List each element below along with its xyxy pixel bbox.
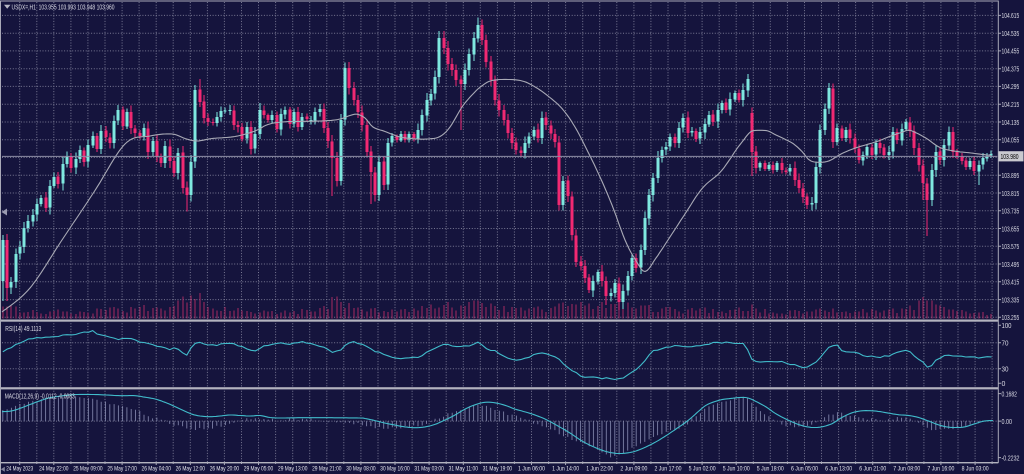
svg-text:5 Jun 10:00: 5 Jun 10:00 — [723, 466, 750, 473]
svg-text:100: 100 — [1002, 323, 1012, 330]
svg-text:31 May 11:00: 31 May 11:00 — [449, 466, 479, 473]
svg-text:103.495: 103.495 — [1002, 262, 1020, 269]
svg-text:103.335: 103.335 — [1002, 297, 1020, 304]
svg-text:31 May 19:00: 31 May 19:00 — [483, 466, 513, 473]
svg-text:USDX=,H1 103.955 103.993 103.: USDX=,H1 103.955 103.993 103.948 103.960 — [12, 5, 115, 12]
svg-text:70: 70 — [1002, 341, 1009, 348]
svg-text:RSI(14) 49.1113: RSI(14) 49.1113 — [5, 326, 41, 333]
svg-text:2 Jun 09:00: 2 Jun 09:00 — [620, 466, 647, 473]
svg-text:0.00: 0.00 — [1002, 419, 1013, 426]
svg-text:2 Jun 17:00: 2 Jun 17:00 — [655, 466, 682, 473]
svg-text:30: 30 — [1002, 367, 1009, 374]
svg-text:30 May 08:00: 30 May 08:00 — [346, 466, 376, 473]
svg-text:25 May 17:00: 25 May 17:00 — [107, 466, 137, 473]
svg-text:26 May 04:00: 26 May 04:00 — [142, 466, 172, 473]
svg-text:6 Jun 21:00: 6 Jun 21:00 — [859, 466, 886, 473]
svg-text:8 Jun 03:00: 8 Jun 03:00 — [962, 466, 989, 473]
svg-text:0: 0 — [1002, 381, 1006, 388]
svg-text:1 Jun 22:00: 1 Jun 22:00 — [586, 466, 613, 473]
svg-text:104.535: 104.535 — [1002, 31, 1020, 38]
svg-text:5 Jun 02:00: 5 Jun 02:00 — [689, 466, 716, 473]
svg-text:103.255: 103.255 — [1002, 315, 1020, 322]
svg-text:104.615: 104.615 — [1002, 13, 1020, 20]
svg-text:7 Jun 08:00: 7 Jun 08:00 — [893, 466, 920, 473]
svg-text:103.735: 103.735 — [1002, 209, 1020, 216]
svg-text:1 Jun 06:00: 1 Jun 06:00 — [518, 466, 545, 473]
svg-text:6 Jun 13:00: 6 Jun 13:00 — [825, 466, 852, 473]
svg-text:1 Jun 14:00: 1 Jun 14:00 — [552, 466, 579, 473]
svg-text:MACD(12,26,9) -0.0112 -0.0083: MACD(12,26,9) -0.0112 -0.0083 — [5, 394, 75, 401]
svg-text:24 May 2023: 24 May 2023 — [6, 466, 33, 473]
svg-text:103.415: 103.415 — [1002, 280, 1020, 287]
svg-text:104.295: 104.295 — [1002, 84, 1020, 91]
svg-text:104.055: 104.055 — [1002, 138, 1020, 145]
svg-text:104.455: 104.455 — [1002, 49, 1020, 56]
svg-text:104.135: 104.135 — [1002, 120, 1020, 127]
svg-text:104.375: 104.375 — [1002, 67, 1020, 74]
svg-text:24 May 22:00: 24 May 22:00 — [39, 466, 69, 473]
svg-text:103.655: 103.655 — [1002, 226, 1020, 233]
svg-text:26 May 20:00: 26 May 20:00 — [210, 466, 240, 473]
svg-text:31 May 03:00: 31 May 03:00 — [414, 466, 444, 473]
svg-text:104.215: 104.215 — [1002, 102, 1020, 109]
svg-text:29 May 05:00: 29 May 05:00 — [244, 466, 274, 473]
svg-text:5 Jun 18:00: 5 Jun 18:00 — [757, 466, 784, 473]
svg-text:29 May 21:00: 29 May 21:00 — [312, 466, 342, 473]
svg-text:26 May 12:00: 26 May 12:00 — [176, 466, 206, 473]
svg-text:30 May 16:00: 30 May 16:00 — [380, 466, 410, 473]
svg-text:103.575: 103.575 — [1002, 244, 1020, 251]
svg-text:29 May 13:00: 29 May 13:00 — [278, 466, 308, 473]
svg-text:0.1682: 0.1682 — [1002, 391, 1018, 398]
svg-text:7 Jun 16:00: 7 Jun 16:00 — [927, 466, 954, 473]
svg-text:103.815: 103.815 — [1002, 191, 1020, 198]
svg-text:6 Jun 05:00: 6 Jun 05:00 — [791, 466, 818, 473]
svg-text:103.895: 103.895 — [1002, 173, 1020, 180]
svg-text:103.980: 103.980 — [1001, 154, 1019, 161]
svg-text:25 May 09:00: 25 May 09:00 — [73, 466, 103, 473]
svg-text:-0.2232: -0.2232 — [1002, 455, 1020, 462]
